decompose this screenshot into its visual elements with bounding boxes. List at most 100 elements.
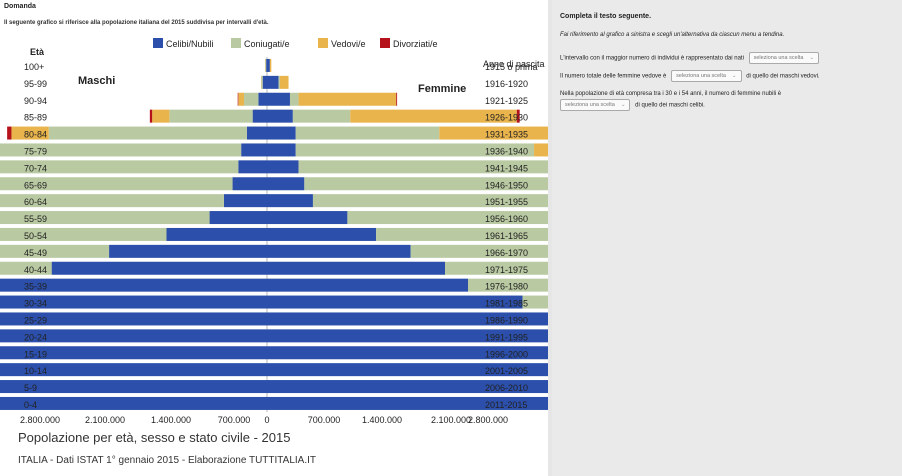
bar-male-celibi (241, 143, 267, 157)
birth-year-label: 1921-1925 (485, 96, 528, 106)
legend-label: Celibi/Nubili (166, 39, 214, 49)
bar-male-coniugati (0, 227, 167, 241)
bar-female-coniugati (410, 244, 548, 258)
bar-female-celibi (267, 261, 446, 275)
question-1-dropdown-value: seleziona una scelta (753, 55, 804, 61)
bar-female-coniugati (295, 143, 535, 157)
question-2-after: di quello dei maschi vedovi. (746, 73, 820, 80)
question-2: Il numero totale delle femmine vedove è … (560, 70, 820, 82)
bar-female-celibi (267, 211, 348, 225)
question-3-dropdown-value: seleziona una scelta (565, 102, 615, 108)
age-tick-label: 0-4 (24, 400, 37, 410)
age-tick-label: 75-79 (24, 146, 47, 156)
birth-year-label: 1966-1970 (485, 248, 528, 258)
question-intro: Il seguente grafico si riferisce alla po… (4, 20, 269, 26)
birth-year-label: 1951-1955 (485, 197, 528, 207)
birth-year-label: 1936-1940 (485, 146, 528, 156)
bar-female-celibi (267, 346, 548, 360)
bar-female-vedovi (298, 92, 397, 106)
bar-male-celibi (258, 92, 267, 106)
birth-year-label: 2011-2015 (485, 400, 527, 410)
bar-female-celibi (267, 160, 299, 174)
bar-male-celibi (223, 194, 267, 208)
bar-female-celibi (267, 143, 296, 157)
x-tick-label: 1.400.000 (362, 415, 402, 425)
bar-male-celibi (0, 396, 267, 410)
bar-male-divorziati (7, 126, 12, 140)
bar-female-celibi (267, 312, 548, 326)
bar-female-celibi (267, 227, 377, 241)
legend-swatch (231, 38, 241, 48)
bar-male-celibi (0, 363, 267, 377)
legend-swatch (380, 38, 390, 48)
chart-subtitle: ITALIA - Dati ISTAT 1° gennaio 2015 - El… (18, 455, 317, 466)
question-1-text: L'intervallo con il maggior numero di in… (560, 55, 744, 62)
legend-label: Coniugati/e (244, 39, 290, 49)
chevron-down-icon: ⌄ (731, 73, 737, 79)
bar-male-celibi (238, 160, 267, 174)
question-tag: Domanda (4, 3, 36, 10)
legend-label: Vedovi/e (331, 39, 366, 49)
bar-male-celibi (0, 278, 267, 292)
legend-swatch (153, 38, 163, 48)
bar-male-celibi (109, 244, 267, 258)
exercise-instructions: Fai riferimento al grafico a sinistra e … (560, 32, 785, 38)
question-3-dropdown[interactable]: seleziona una scelta ⌄ (560, 99, 631, 111)
question-2-dropdown[interactable]: seleziona una scelta ⌄ (671, 70, 742, 82)
bar-female-celibi (267, 295, 523, 309)
age-tick-label: 40-44 (24, 265, 47, 275)
birth-year-label: 2001-2005 (485, 366, 528, 376)
question-2-dropdown-value: seleziona una scelta (676, 73, 726, 79)
age-tick-label: 65-69 (24, 180, 47, 190)
bar-male-celibi (0, 312, 267, 326)
x-tick-label: 2.800.000 (20, 415, 60, 425)
age-tick-label: 80-84 (24, 130, 47, 140)
bar-male-celibi (252, 109, 267, 123)
bar-male-celibi (166, 227, 267, 241)
bar-male-celibi (0, 346, 267, 360)
chevron-down-icon: ⌄ (620, 102, 626, 108)
bar-male-coniugati (0, 177, 233, 191)
age-tick-label: 85-89 (24, 113, 47, 123)
question-1-dropdown[interactable]: seleziona una scelta ⌄ (748, 52, 820, 64)
side-label-male: Maschi (78, 75, 115, 87)
age-tick-label: 70-74 (24, 163, 47, 173)
bar-female-coniugati (445, 261, 548, 275)
bar-female-divorziati (516, 109, 520, 123)
x-tick-label: 0 (264, 415, 269, 425)
question-1: L'intervallo con il maggior numero di in… (560, 52, 822, 64)
birth-year-label: 1971-1975 (485, 265, 528, 275)
bar-female-coniugati (295, 126, 440, 140)
bar-female-coniugati (278, 75, 280, 89)
bar-male-coniugati (0, 244, 110, 258)
bar-male-vedovi (152, 109, 170, 123)
x-tick-label: 2.800.000 (468, 415, 508, 425)
bar-male-coniugati (0, 211, 210, 225)
x-tick-label: 2.100.000 (85, 415, 125, 425)
age-tick-label: 100+ (24, 62, 44, 72)
age-tick-label: 95-99 (24, 79, 47, 89)
legend-label: Divorziati/e (393, 39, 438, 49)
bar-female-celibi (267, 278, 468, 292)
chart-title: Popolazione per età, sesso e stato civil… (18, 430, 291, 445)
bar-female-coniugati (292, 109, 351, 123)
birth-year-label: 1931-1935 (485, 130, 528, 140)
question-3-text: Nella popolazione di età compresa tra i … (560, 91, 782, 97)
bar-male-celibi (266, 58, 267, 72)
birth-year-label: 1946-1950 (485, 180, 528, 190)
birth-year-label: 1961-1965 (485, 231, 528, 241)
question-3-after: di quello dei maschi celibi. (635, 102, 705, 109)
bar-female-celibi (267, 75, 279, 89)
age-tick-label: 15-19 (24, 349, 47, 359)
x-tick-label: 1.400.000 (151, 415, 191, 425)
age-tick-label: 60-64 (24, 197, 47, 207)
age-tick-label: 55-59 (24, 214, 47, 224)
y-axis-title-right: Anno di nascita (483, 59, 545, 69)
bar-female-divorziati (396, 92, 398, 106)
age-tick-label: 25-29 (24, 315, 47, 325)
birth-year-label: 1976-1980 (485, 282, 528, 292)
y-axis-title-left: Età (30, 47, 45, 57)
bar-female-celibi (267, 244, 411, 258)
legend-swatch (318, 38, 328, 48)
bar-female-coniugati (304, 177, 548, 191)
